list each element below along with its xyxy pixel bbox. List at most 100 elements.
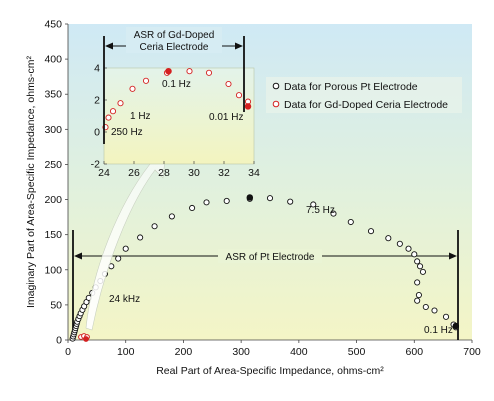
asr-pt-label: ASR of Pt Electrode bbox=[226, 252, 315, 263]
ceria-data-point bbox=[205, 69, 213, 76]
ceria-data-point bbox=[225, 80, 232, 88]
inset-x-tick-label: 30 bbox=[188, 167, 200, 179]
freq-ceria-0-01hz: 0.01 Hz bbox=[209, 112, 243, 123]
y-tick-label: 300 bbox=[44, 124, 62, 136]
pt-data-point bbox=[266, 195, 274, 202]
legend-entry-ceria: Data for Gd-Doped Ceria Electrode bbox=[284, 99, 448, 111]
x-axis-title: Real Part of Area-Specific Impedance, oh… bbox=[156, 365, 384, 377]
y-axis-title: Imaginary Part of Area-Specific Impedanc… bbox=[25, 55, 37, 308]
ceria-origin-point bbox=[83, 336, 89, 342]
pt-data-point bbox=[122, 245, 129, 252]
freq-ceria-0-1hz: 0.1 Hz bbox=[162, 79, 191, 90]
legend-marker-ceria bbox=[272, 100, 280, 108]
ceria-data-point bbox=[129, 85, 136, 92]
series-pt bbox=[69, 194, 460, 342]
y-tick-label: 50 bbox=[50, 299, 62, 311]
legend: Data for Porous Pt Electrode Data for Gd… bbox=[266, 77, 462, 113]
pt-data-point bbox=[367, 228, 375, 235]
asr-ceria-arrowhead-left bbox=[105, 42, 113, 50]
ceria-data-point bbox=[105, 114, 112, 121]
pt-data-point bbox=[330, 210, 337, 217]
y-tick-label: 250 bbox=[44, 159, 62, 171]
pt-data-point bbox=[422, 303, 429, 311]
inset-y-tick-label: -2 bbox=[91, 159, 100, 171]
asr-ceria-bracket: ASR of Gd-Doped Ceria Electrode bbox=[103, 27, 245, 144]
pt-data-point bbox=[168, 213, 175, 220]
pt-data-point bbox=[431, 307, 438, 314]
pt-data-point bbox=[385, 235, 392, 242]
x-tick-label: 300 bbox=[232, 346, 250, 358]
inset-y-tick-label: 4 bbox=[94, 63, 100, 75]
pt-data-point bbox=[414, 279, 421, 286]
inset-x-tick-label: 26 bbox=[128, 167, 140, 179]
pt-data-point bbox=[347, 218, 354, 226]
inset-x-tick-label: 24 bbox=[98, 167, 110, 179]
asr-pt-label-bg bbox=[218, 249, 322, 263]
freq-pt-24khz: 24 kHz bbox=[109, 294, 140, 305]
pt-data-point bbox=[414, 258, 421, 265]
legend-marker-pt bbox=[272, 82, 280, 90]
pt-data-point bbox=[396, 240, 403, 247]
pt-data-point bbox=[310, 201, 317, 208]
y-tick-label: 0 bbox=[56, 335, 62, 347]
ceria-data-point bbox=[142, 77, 150, 84]
freq-pt-7-5hz: 7.5 Hz bbox=[306, 205, 335, 216]
freq-ceria-1hz: 1 Hz bbox=[130, 111, 151, 122]
pt-data-point-marked bbox=[246, 194, 254, 201]
pt-data-point bbox=[151, 223, 158, 230]
inset-y-tick-label: 0 bbox=[94, 127, 100, 139]
inset-x-tick-label: 28 bbox=[158, 167, 170, 179]
x-tick-label: 0 bbox=[65, 346, 71, 358]
pt-data-point bbox=[137, 234, 144, 241]
x-tick-label: 100 bbox=[117, 346, 135, 358]
pt-data-point bbox=[223, 197, 230, 205]
asr-pt-bracket: ASR of Pt Electrode bbox=[72, 230, 459, 340]
y-tick-label: 450 bbox=[44, 19, 62, 31]
pt-data-point bbox=[442, 313, 450, 320]
ceria-data-point bbox=[186, 68, 193, 75]
inset-x-tick-label: 32 bbox=[218, 167, 230, 179]
ceria-data-point bbox=[235, 92, 243, 99]
y-tick-label: 400 bbox=[44, 54, 62, 66]
inset-y-tick-label: 2 bbox=[94, 95, 100, 107]
series-ceria bbox=[102, 67, 252, 131]
asr-ceria-arrowhead-right bbox=[235, 42, 243, 50]
pt-data-point bbox=[405, 245, 412, 252]
ceria-origin-cluster bbox=[78, 333, 90, 342]
ceria-data-point bbox=[117, 100, 124, 107]
asr-ceria-label-bg bbox=[126, 27, 222, 53]
pt-data-point bbox=[189, 204, 196, 212]
axes bbox=[67, 24, 472, 341]
ceria-data-point-marked bbox=[165, 67, 172, 75]
pt-data-point bbox=[415, 292, 422, 299]
pt-data-point bbox=[287, 198, 294, 205]
pt-data-point bbox=[411, 251, 418, 258]
x-tick-label: 400 bbox=[290, 346, 308, 358]
freq-ceria-250hz: 250 Hz bbox=[111, 127, 143, 138]
asr-ceria-label-line1: ASR of Gd-Doped bbox=[134, 30, 215, 41]
pt-data-point bbox=[417, 263, 424, 270]
ceria-data-point bbox=[109, 108, 117, 115]
pt-data-point bbox=[203, 199, 210, 206]
x-tick-label: 500 bbox=[348, 346, 366, 358]
asr-pt-arrowhead-right bbox=[449, 252, 457, 260]
pt-data-point-marked bbox=[452, 322, 460, 330]
x-tick-label: 700 bbox=[463, 346, 481, 358]
y-tick-label: 150 bbox=[44, 229, 62, 241]
y-tick-label: 100 bbox=[44, 264, 62, 276]
legend-entry-pt: Data for Porous Pt Electrode bbox=[284, 81, 418, 93]
pt-data-point bbox=[419, 268, 426, 275]
asr-pt-arrowhead-left bbox=[74, 252, 82, 260]
asr-ceria-label-line2: Ceria Electrode bbox=[140, 42, 209, 53]
freq-pt-0-1hz: 0.1 Hz bbox=[424, 325, 453, 336]
pt-data-point bbox=[414, 297, 421, 304]
y-tick-label: 200 bbox=[44, 194, 62, 206]
x-tick-label: 200 bbox=[175, 346, 193, 358]
ceria-data-point-marked bbox=[244, 103, 252, 110]
inset-x-tick-label: 34 bbox=[248, 167, 260, 179]
y-tick-label: 350 bbox=[44, 89, 62, 101]
legend-box bbox=[266, 77, 462, 113]
pt-data-point bbox=[115, 255, 122, 262]
